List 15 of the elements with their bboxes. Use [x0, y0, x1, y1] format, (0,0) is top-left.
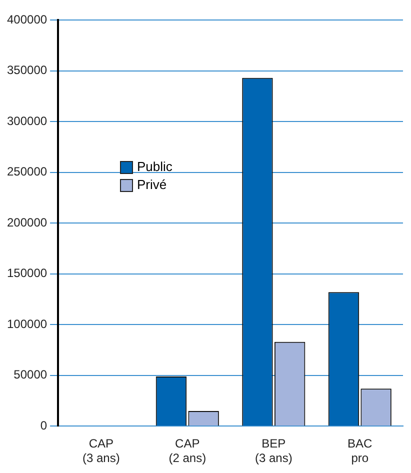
- y-tick-label: 50000: [14, 368, 48, 382]
- y-tick-label: 0: [40, 418, 48, 433]
- y-tick-label: 100000: [6, 316, 48, 331]
- x-tick-label: BAC pro: [348, 436, 373, 466]
- y-tick-label: 200000: [6, 215, 48, 230]
- x-tick-label: BEP (3 ans): [254, 436, 292, 466]
- y-tick-label: 150000: [6, 266, 48, 280]
- y-tick-label: 250000: [6, 164, 48, 179]
- y-tick-label: 400000: [6, 12, 48, 26]
- y-tick-label: 350000: [6, 63, 48, 78]
- y-tick-label: 300000: [6, 114, 48, 128]
- legend-label: Public: [137, 158, 172, 176]
- x-tick-label: CAP (2 ans): [168, 436, 206, 466]
- legend-label: Privé: [137, 176, 167, 194]
- x-tick-label: CAP (3 ans): [82, 436, 120, 466]
